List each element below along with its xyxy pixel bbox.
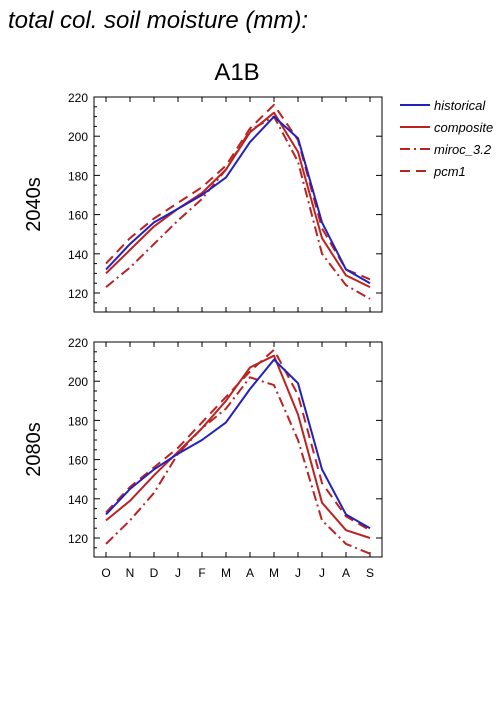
y-tick-label: 140 — [68, 248, 88, 262]
y-tick-label: 200 — [68, 130, 88, 144]
x-tick-label: A — [246, 566, 254, 580]
x-tick-label: N — [126, 566, 135, 580]
series-line-composite — [105, 111, 371, 288]
legend-label: pcm1 — [433, 164, 466, 179]
y-tick-label: 180 — [68, 414, 88, 428]
x-tick-label: D — [150, 566, 159, 580]
plot-frame — [93, 341, 383, 558]
panel-label: 2080s — [23, 422, 45, 477]
y-tick-label: 180 — [68, 169, 88, 183]
chart-title: total col. soil moisture (mm): — [8, 7, 308, 34]
legend: historical composite miroc_3.2 pcm1 — [400, 98, 493, 179]
x-tick-label: M — [221, 566, 231, 580]
legend-item: historical — [400, 98, 486, 113]
panel-label: 2040s — [23, 177, 45, 232]
series-line-pcm1 — [105, 348, 371, 532]
legend-label: miroc_3.2 — [434, 142, 492, 157]
x-tick-label: O — [101, 566, 110, 580]
series-line-pcm1 — [105, 103, 371, 281]
y-tick-label: 120 — [68, 287, 88, 301]
legend-item: composite — [400, 120, 493, 135]
x-tick-label: J — [319, 566, 325, 580]
x-tick-label: S — [366, 566, 374, 580]
y-tick-label: 140 — [68, 493, 88, 507]
x-tick-label: M — [269, 566, 279, 580]
series-line-historical — [105, 358, 371, 530]
series-line-miroc_3.2 — [105, 115, 371, 300]
legend-item: pcm1 — [400, 164, 466, 179]
chart-subtitle: A1B — [214, 59, 259, 86]
series-line-miroc_3.2 — [105, 376, 371, 555]
x-tick-label: J — [175, 566, 181, 580]
x-tick-label: J — [295, 566, 301, 580]
legend-label: historical — [434, 98, 486, 113]
panel-2040s: 120 140 160 180 200 220 2040s — [23, 91, 383, 313]
y-tick-label: 200 — [68, 375, 88, 389]
x-tick-label: A — [342, 566, 350, 580]
legend-label: composite — [434, 120, 493, 135]
y-tick-label: 220 — [68, 91, 88, 105]
plot-frame — [93, 96, 383, 313]
y-tick-label: 160 — [68, 454, 88, 468]
y-tick-label: 120 — [68, 532, 88, 546]
y-tick-label: 220 — [68, 336, 88, 350]
y-tick-label: 160 — [68, 209, 88, 223]
panels: 120 140 160 180 200 220 2040s 120 140 160 180 200 22… — [23, 91, 383, 580]
panel-2080s: 120 140 160 180 200 220 O N D J F M A M J J A S 2080s — [23, 336, 383, 580]
legend-item: miroc_3.2 — [400, 142, 492, 157]
series-line-historical — [105, 115, 371, 285]
x-tick-label: F — [198, 566, 205, 580]
